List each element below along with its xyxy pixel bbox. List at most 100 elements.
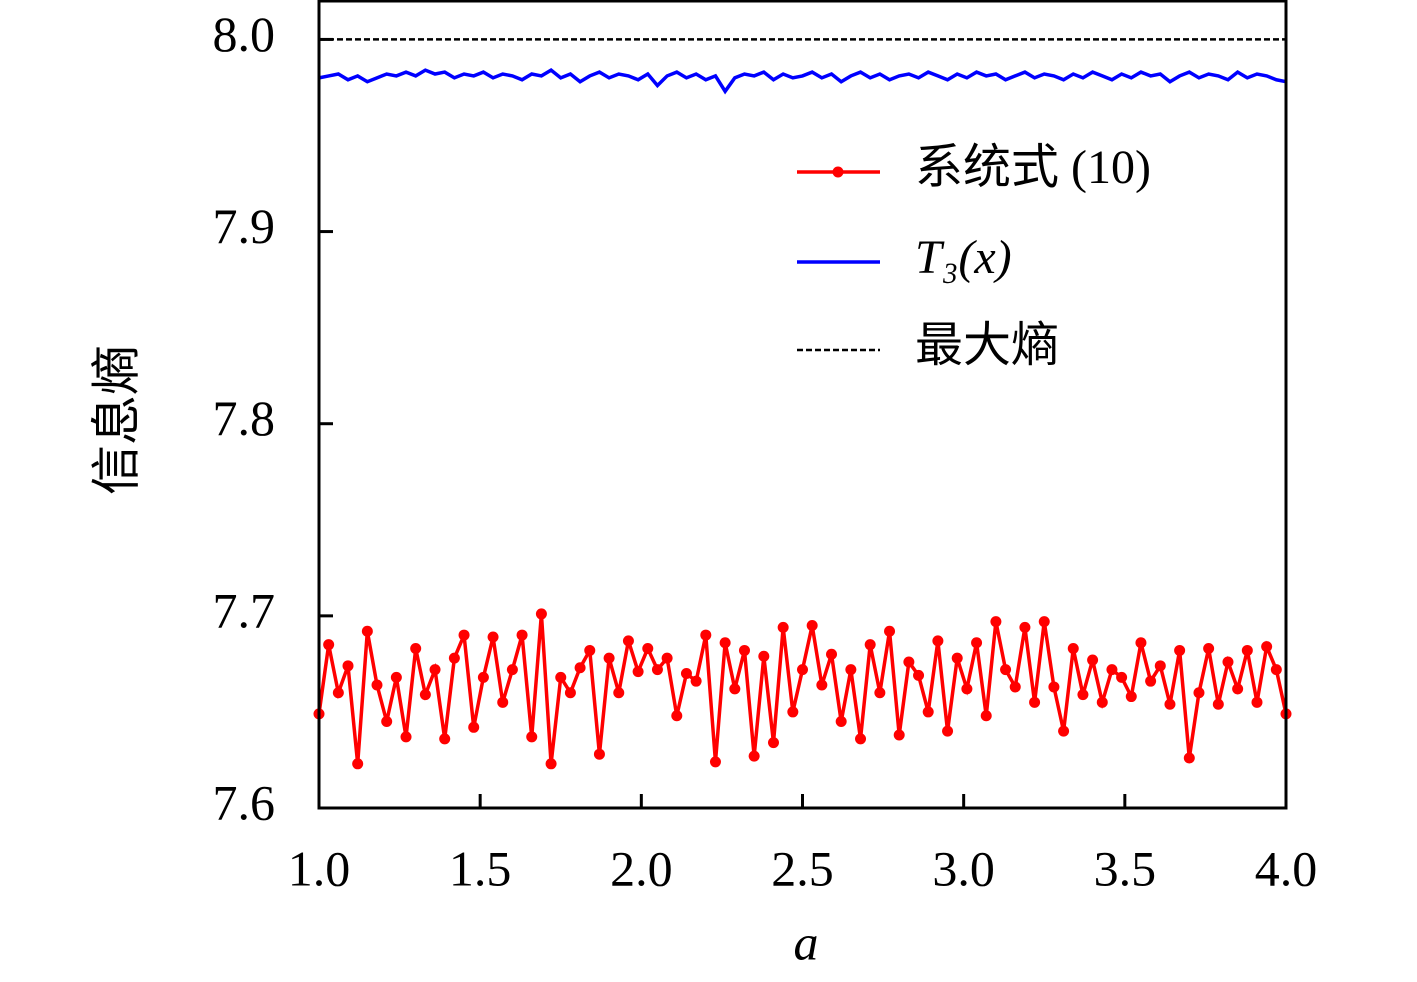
series-marker <box>603 652 615 664</box>
series-marker <box>429 664 441 676</box>
series-marker <box>864 639 876 651</box>
y-tick-label: 7.7 <box>213 582 276 638</box>
legend-label: 最大熵 <box>915 319 1059 372</box>
series-marker <box>661 652 673 664</box>
series-marker <box>680 668 692 679</box>
series-marker <box>487 631 499 643</box>
series-marker <box>1232 683 1244 695</box>
x-tick-label: 3.5 <box>1094 840 1157 896</box>
series-marker <box>1077 689 1089 701</box>
series-marker <box>942 725 954 737</box>
series-marker <box>1096 696 1108 708</box>
series-marker <box>1106 664 1118 676</box>
series-marker <box>342 660 354 672</box>
series-marker <box>323 639 335 651</box>
series-marker <box>1125 691 1137 703</box>
series-marker <box>1174 644 1186 656</box>
series-marker <box>1067 643 1079 655</box>
series-marker <box>555 671 567 683</box>
y-tick-label: 7.6 <box>213 774 276 830</box>
series-marker <box>874 687 886 699</box>
series-marker <box>816 679 828 691</box>
series-marker <box>1203 643 1215 655</box>
x-tick-label: 4.0 <box>1255 840 1318 896</box>
series-marker <box>1270 664 1282 676</box>
series-marker <box>1183 752 1195 764</box>
series-marker <box>458 629 470 641</box>
series-marker <box>1038 616 1050 628</box>
series-marker <box>506 664 518 676</box>
series-marker <box>671 710 683 722</box>
series-marker <box>787 706 799 718</box>
series-marker <box>468 721 480 733</box>
series-marker <box>535 608 547 620</box>
series-marker <box>352 758 364 770</box>
series-marker <box>1251 696 1263 708</box>
series-marker <box>477 671 489 683</box>
plot-frame <box>317 0 1288 810</box>
series-marker <box>564 687 576 699</box>
series-marker <box>1145 675 1157 687</box>
series-marker <box>922 706 934 718</box>
y-tick-label: 8.0 <box>213 6 276 62</box>
x-tick-label: 2.0 <box>610 840 673 896</box>
series-marker <box>593 748 605 760</box>
x-axis-label: a <box>794 914 819 970</box>
series-marker <box>1048 681 1060 693</box>
x-tick-label: 2.5 <box>771 840 834 896</box>
series-marker <box>826 648 838 660</box>
series-marker <box>980 710 992 722</box>
series-marker <box>903 656 915 668</box>
legend-label: 系统式 (10) <box>915 141 1151 194</box>
series-marker <box>419 689 431 701</box>
series-marker <box>632 666 644 678</box>
series-marker <box>932 635 944 647</box>
series-marker <box>700 629 712 641</box>
series-marker <box>777 621 789 633</box>
series-marker <box>855 733 867 745</box>
series-marker <box>1212 698 1224 710</box>
series-marker <box>729 683 741 695</box>
series-marker <box>845 664 857 676</box>
series-marker <box>574 662 586 674</box>
series-marker <box>893 729 905 741</box>
series-marker <box>361 625 373 637</box>
series-line <box>318 68 1287 95</box>
series-marker <box>797 664 808 676</box>
legend-label: T₃(x) <box>915 231 1012 284</box>
series-marker <box>1000 664 1012 676</box>
series-marker <box>448 652 460 664</box>
series-marker <box>806 619 818 631</box>
y-tick-label: 7.8 <box>213 390 276 446</box>
series-marker <box>410 643 422 655</box>
y-axis-label: 信息熵 <box>88 345 144 495</box>
series-marker <box>622 635 634 647</box>
series-marker <box>738 644 750 656</box>
series-marker <box>1029 696 1041 708</box>
series-marker <box>884 625 896 637</box>
series-marker <box>1058 725 1070 737</box>
series-marker <box>400 731 412 743</box>
series-marker <box>1193 687 1205 699</box>
series-marker <box>390 671 402 683</box>
series-marker <box>516 629 528 641</box>
series-marker <box>961 683 973 695</box>
series-marker <box>1154 660 1166 672</box>
series-marker <box>1019 621 1031 633</box>
series-marker <box>439 733 451 745</box>
series-marker <box>835 716 847 728</box>
series-marker <box>767 737 779 749</box>
series-marker <box>545 758 557 770</box>
series-marker <box>584 644 596 656</box>
series-marker <box>1135 637 1147 649</box>
y-tick-label: 7.9 <box>213 198 276 254</box>
x-tick-label: 1.0 <box>288 840 351 896</box>
series-marker <box>613 687 625 699</box>
series-marker <box>1261 641 1273 653</box>
series-marker <box>748 750 760 762</box>
series-marker <box>497 696 509 708</box>
series-marker <box>690 675 702 687</box>
series-marker <box>526 731 538 743</box>
series-marker <box>371 679 383 691</box>
